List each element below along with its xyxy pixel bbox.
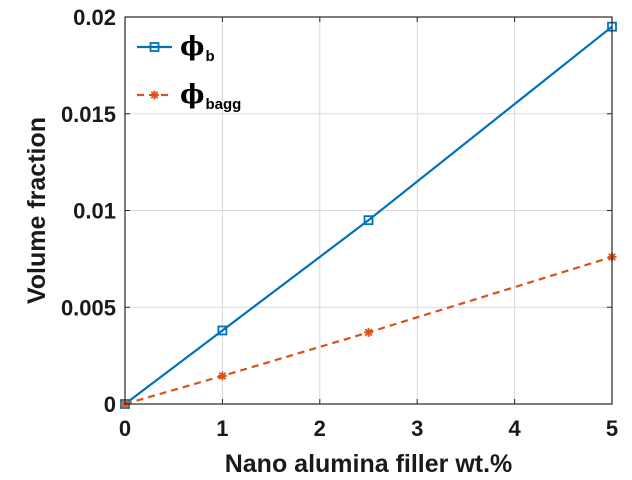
tick-labels: 0 1 2 3 4 5 0 0.005 0.01 0.015 0.02 — [61, 5, 618, 441]
x-tick-label: 0 — [119, 416, 131, 441]
data-point-b — [363, 215, 374, 226]
legend-label: ϕbagg — [180, 80, 241, 113]
series-line-b — [124, 25, 613, 405]
series-line-bagg — [124, 255, 613, 406]
x-tick-label: 4 — [508, 416, 521, 441]
data-point-bagg — [364, 327, 373, 337]
legend-marker — [150, 90, 159, 100]
x-tick-label: 1 — [216, 416, 228, 441]
x-tick-label: 5 — [606, 416, 618, 441]
x-tick-label: 2 — [314, 416, 326, 441]
x-axis-label: Nano alumina filler wt.% — [225, 450, 513, 478]
legend-marker — [149, 42, 160, 52]
legend-item-b: ϕb — [137, 32, 215, 65]
y-axis-label: Volume fraction — [23, 117, 51, 304]
y-tick-label: 0.01 — [73, 199, 116, 224]
legend-item-bagg: ϕbagg — [137, 80, 241, 113]
y-tick-label: 0.015 — [61, 102, 116, 127]
y-tick-label: 0.02 — [73, 5, 116, 30]
y-tick-label: 0 — [104, 392, 116, 417]
legend-label: ϕb — [180, 32, 215, 65]
legend: ϕb ϕbagg — [137, 32, 241, 113]
x-tick-label: 3 — [411, 416, 423, 441]
y-tick-label: 0.005 — [61, 295, 116, 320]
data-point-b — [217, 325, 228, 336]
grid — [124, 16, 613, 405]
data-point-bagg — [217, 371, 227, 381]
